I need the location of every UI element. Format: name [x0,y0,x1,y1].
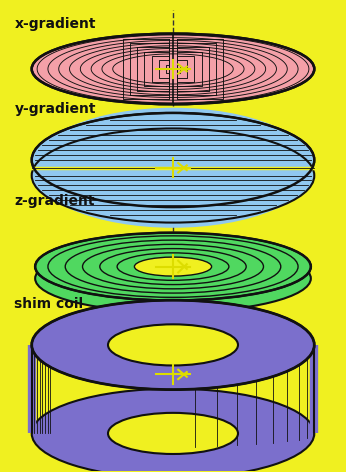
Text: x-gradient: x-gradient [15,17,96,31]
Ellipse shape [134,257,212,276]
Ellipse shape [108,413,238,454]
Text: y-gradient: y-gradient [15,102,96,116]
Text: shim coil: shim coil [15,297,84,312]
Ellipse shape [35,233,311,301]
Ellipse shape [32,300,314,389]
Text: z-gradient: z-gradient [15,194,95,208]
Ellipse shape [32,108,314,228]
Ellipse shape [32,34,314,104]
Ellipse shape [108,324,238,365]
Ellipse shape [32,128,314,223]
Ellipse shape [35,244,311,312]
Ellipse shape [32,389,314,472]
Ellipse shape [32,113,314,207]
